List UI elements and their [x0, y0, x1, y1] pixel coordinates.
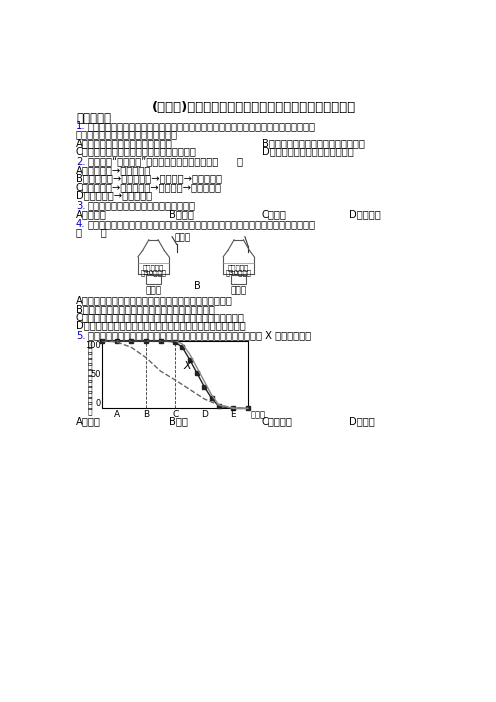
Text: 3.: 3. — [76, 201, 85, 211]
Text: 100: 100 — [85, 340, 101, 350]
Text: 学生吃的营养餐中鸡蛋的主要成分是（）: 学生吃的营养餐中鸡蛋的主要成分是（） — [88, 201, 195, 211]
Text: B: B — [143, 410, 149, 419]
Text: D．脂肪: D．脂肪 — [349, 416, 374, 426]
Text: C．体内受精→试管中发育→胚胎移植→母体中发育: C．体内受精→试管中发育→胚胎移植→母体中发育 — [76, 182, 222, 192]
Text: 5.: 5. — [76, 331, 86, 340]
Text: D．维生素: D．维生素 — [349, 209, 380, 219]
Text: D．现代类人猿将来也能进化成人: D．现代类人猿将来也能进化成人 — [262, 147, 354, 157]
Text: 锥形瓶中盛: 锥形瓶中盛 — [228, 265, 249, 271]
Text: 养: 养 — [88, 374, 92, 383]
Text: A: A — [114, 410, 120, 419]
Text: 未: 未 — [88, 340, 92, 350]
Bar — [102, 340, 248, 409]
Text: 下列培养“试管婴儿”的过程，哪一项是正确的（      ）: 下列培养“试管婴儿”的过程，哪一项是正确的（ ） — [88, 157, 243, 166]
Text: 4.: 4. — [76, 219, 85, 229]
Text: B．人类和现代类人猿的亲缘关系较远: B．人类和现代类人猿的亲缘关系较远 — [262, 138, 365, 148]
Text: A．实验是通过水温变化对两种食物所含能量多少做出比较: A．实验是通过水温变化对两种食物所含能量多少做出比较 — [76, 296, 233, 305]
Text: 1.: 1. — [76, 121, 86, 131]
Text: 2.: 2. — [76, 157, 86, 166]
Text: 比: 比 — [88, 407, 92, 416]
Text: D: D — [201, 410, 208, 419]
Text: 50: 50 — [90, 370, 101, 379]
Text: 化: 化 — [88, 357, 92, 366]
Text: A．淀粉: A．淀粉 — [76, 416, 101, 426]
Text: C．为获得较准确的测量结果，应在温度计温度不再升高时记录: C．为获得较准确的测量结果，应在温度计温度不再升高时记录 — [76, 312, 245, 322]
Text: A．人类是山现代类人猿进化而来的: A．人类是山现代类人猿进化而来的 — [76, 138, 173, 148]
Text: X: X — [183, 362, 190, 371]
Text: D．体内受精→试管中发育: D．体内受精→试管中发育 — [76, 190, 152, 201]
Text: C: C — [172, 410, 178, 419]
Text: A．蛋白质: A．蛋白质 — [76, 209, 107, 219]
Text: A．体外受精→试管中发育: A．体外受精→试管中发育 — [76, 165, 151, 175]
Bar — [231, 275, 247, 284]
Text: 0: 0 — [96, 399, 101, 409]
Text: 营: 营 — [88, 369, 92, 378]
Text: B．体外受精→试管中发育→胚胎移植→母体中发育: B．体外受精→试管中发育→胚胎移植→母体中发育 — [76, 173, 222, 183]
Text: 质: 质 — [88, 385, 92, 394]
Text: B: B — [194, 282, 201, 291]
Text: C．蛋白质: C．蛋白质 — [262, 416, 293, 426]
Text: 比较花生仁、核桃仁中所含能量多少的实验示意图，对于该实验，下列说法不正确的是: 比较花生仁、核桃仁中所含能量多少的实验示意图，对于该实验，下列说法不正确的是 — [88, 219, 315, 229]
Text: 锥形瓶中盛: 锥形瓶中盛 — [143, 265, 164, 271]
Text: 被: 被 — [88, 346, 92, 355]
Text: 中国网络电视台推出的纪录片《类人猿（精编版）》向观众展示了类人猿的故事。以下: 中国网络电视台推出的纪录片《类人猿（精编版）》向观众展示了类人猿的故事。以下 — [88, 121, 315, 131]
Text: 温度计: 温度计 — [174, 234, 190, 243]
Text: 分: 分 — [88, 402, 92, 411]
Text: 消: 消 — [88, 352, 92, 361]
Text: 下图是某些大分子物质在消化道内的变化示意图，请据图判断曲线 X 表示的应该是: 下图是某些大分子物质在消化道内的变化示意图，请据图判断曲线 X 表示的应该是 — [88, 331, 310, 340]
Text: C．能量: C．能量 — [262, 209, 287, 219]
Text: 有30毫升水: 有30毫升水 — [140, 270, 167, 277]
Text: B．脂肪: B．脂肪 — [169, 209, 194, 219]
Text: 花生仁: 花生仁 — [145, 286, 162, 295]
Text: 消化道: 消化道 — [250, 410, 265, 419]
Text: 物: 物 — [88, 380, 92, 388]
Text: D．为了保证数据的准确性，温度计的下端要接触到锥形瓶底部: D．为了保证数据的准确性，温度计的下端要接触到锥形瓶底部 — [76, 321, 246, 331]
Text: 核桃仁: 核桃仁 — [231, 286, 247, 295]
Text: 百: 百 — [88, 396, 92, 405]
Text: 的: 的 — [88, 363, 92, 372]
Text: 的: 的 — [88, 390, 92, 399]
Text: （      ）: （ ） — [76, 227, 107, 237]
Text: 一、选择题: 一、选择题 — [76, 112, 111, 125]
Text: 有关人类和类人猿关系的说法正确的是: 有关人类和类人猿关系的说法正确的是 — [76, 130, 178, 140]
Text: (完整版)人教版七年级生物下册期中期中模拟试卷及答案: (完整版)人教版七年级生物下册期中期中模拟试卷及答案 — [152, 101, 356, 114]
Bar — [146, 275, 161, 284]
Text: B．水: B．水 — [169, 416, 188, 426]
Text: 有30毫升水: 有30毫升水 — [226, 270, 251, 277]
Text: B．实验中如果不注意挡风，会使每次测量结果偏小: B．实验中如果不注意挡风，会使每次测量结果偏小 — [76, 304, 215, 314]
Text: C．现代类人猿和人类的共同祖先是森林古猿: C．现代类人猿和人类的共同祖先是森林古猿 — [76, 147, 197, 157]
Text: E: E — [231, 410, 236, 419]
